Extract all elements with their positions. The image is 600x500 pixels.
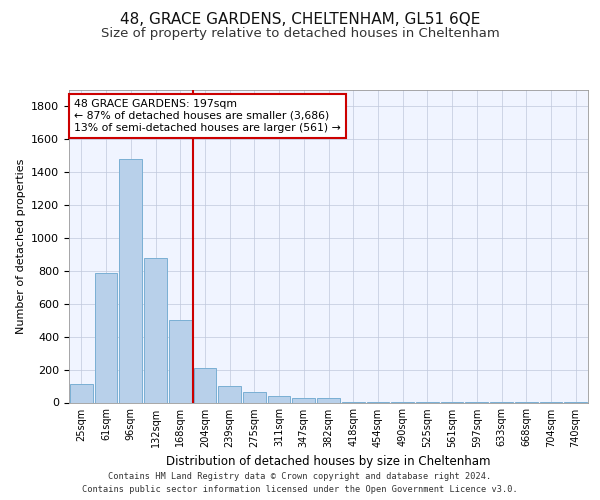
- Bar: [243, 392, 266, 402]
- Text: Contains HM Land Registry data © Crown copyright and database right 2024.
Contai: Contains HM Land Registry data © Crown c…: [82, 472, 518, 494]
- Bar: [169, 320, 191, 402]
- Bar: [194, 368, 216, 402]
- Bar: [95, 272, 118, 402]
- Bar: [144, 258, 167, 402]
- Bar: [317, 398, 340, 402]
- Text: 48, GRACE GARDENS, CHELTENHAM, GL51 6QE: 48, GRACE GARDENS, CHELTENHAM, GL51 6QE: [120, 12, 480, 28]
- Y-axis label: Number of detached properties: Number of detached properties: [16, 158, 26, 334]
- Bar: [268, 396, 290, 402]
- Bar: [292, 398, 315, 402]
- Bar: [70, 384, 93, 402]
- Text: Size of property relative to detached houses in Cheltenham: Size of property relative to detached ho…: [101, 28, 499, 40]
- Bar: [218, 386, 241, 402]
- Bar: [119, 159, 142, 402]
- X-axis label: Distribution of detached houses by size in Cheltenham: Distribution of detached houses by size …: [166, 455, 491, 468]
- Text: 48 GRACE GARDENS: 197sqm
← 87% of detached houses are smaller (3,686)
13% of sem: 48 GRACE GARDENS: 197sqm ← 87% of detach…: [74, 100, 341, 132]
